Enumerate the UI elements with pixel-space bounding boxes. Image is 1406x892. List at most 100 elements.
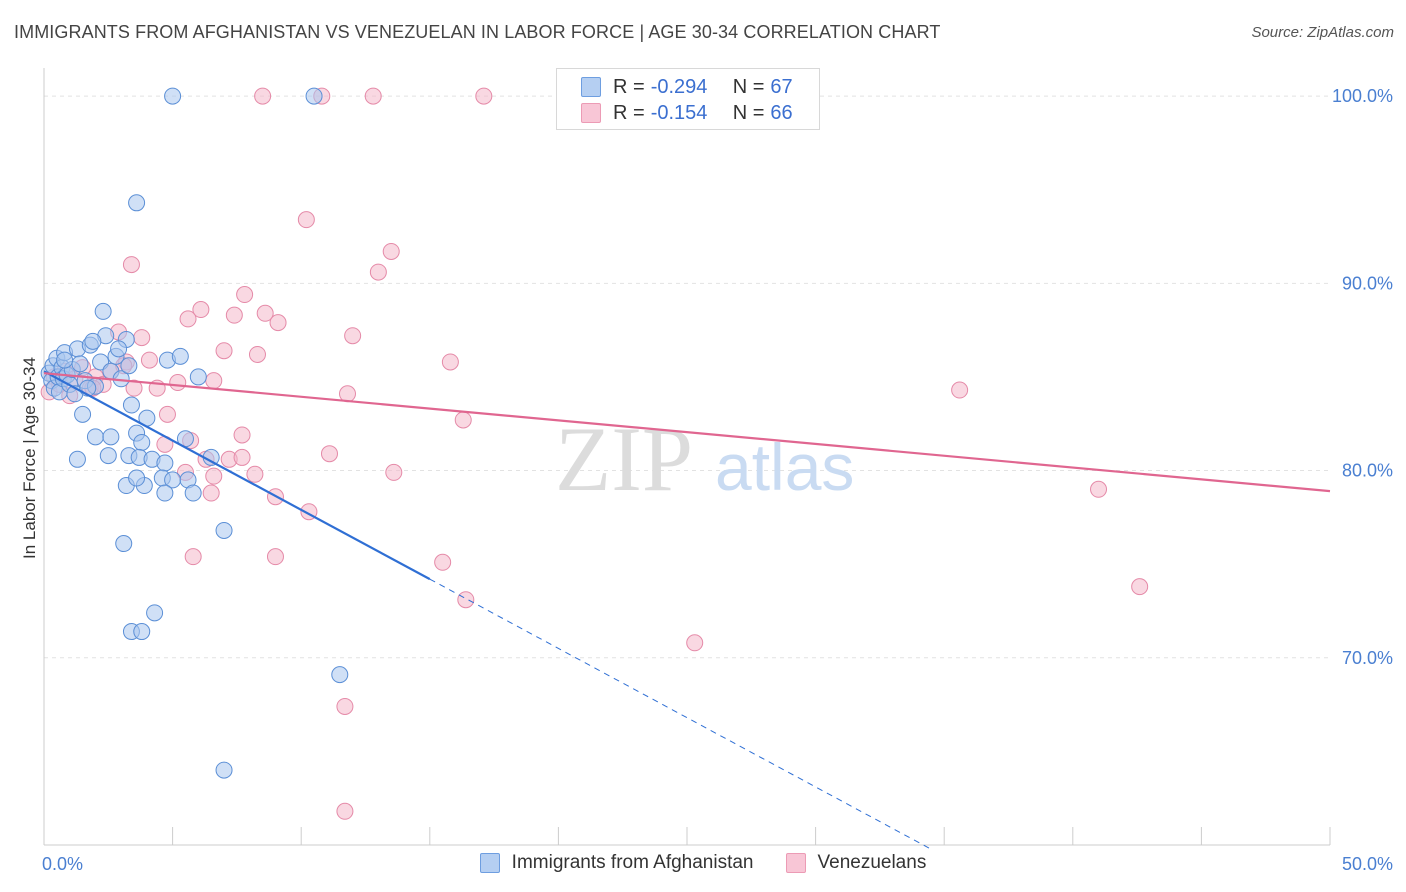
venezuelans-point bbox=[215, 342, 233, 360]
afghanistan-point bbox=[133, 623, 151, 641]
venezuelans-point bbox=[205, 372, 223, 390]
venezuelans-point bbox=[236, 286, 254, 304]
legend-r-label: R = bbox=[613, 75, 645, 98]
legend-swatch-pink bbox=[581, 103, 601, 123]
legend-label-venezuelans: Venezuelans bbox=[817, 852, 927, 873]
venezuelans-point bbox=[385, 463, 403, 481]
venezuelans-point bbox=[184, 548, 202, 566]
afghanistan-point bbox=[156, 454, 174, 472]
legend-n-label: N = bbox=[732, 75, 765, 98]
legend-row-afghanistan: R = -0.294 N = 67 bbox=[581, 74, 793, 100]
venezuelans-point bbox=[179, 310, 197, 328]
tick-labels: 70.0% 80.0% 90.0% 100.0% 0.0% 50.0% bbox=[42, 86, 1393, 874]
y-tick-label: 70.0% bbox=[1342, 648, 1393, 668]
afghanistan-point bbox=[86, 428, 104, 446]
afghanistan-point bbox=[56, 351, 74, 369]
grid-lines bbox=[44, 95, 1330, 659]
correlation-legend: R = -0.294 N = 67 R = -0.154 N = 66 bbox=[556, 68, 820, 130]
venezuelans-point bbox=[951, 381, 969, 399]
venezuelans-point bbox=[1131, 578, 1149, 596]
watermark-zip: ZIP bbox=[555, 408, 693, 510]
venezuelans-point bbox=[336, 802, 354, 820]
venezuelans-point bbox=[254, 87, 272, 105]
legend-r-value: -0.294 bbox=[650, 75, 708, 98]
legend-swatch-blue bbox=[581, 77, 601, 97]
venezuelans-point bbox=[369, 263, 387, 281]
series-afghanistan-points bbox=[40, 87, 349, 779]
venezuelans-point bbox=[297, 211, 315, 229]
afghanistan-point bbox=[184, 484, 202, 502]
afghanistan-point bbox=[99, 447, 117, 465]
afghanistan-point bbox=[156, 484, 174, 502]
afghanistan-point bbox=[110, 340, 128, 358]
afghanistan-point bbox=[94, 302, 112, 320]
venezuelans-point bbox=[246, 465, 264, 483]
venezuelans-point bbox=[158, 405, 176, 423]
venezuelans-point bbox=[233, 426, 251, 444]
y-tick-label: 100.0% bbox=[1332, 86, 1393, 106]
afghanistan-point bbox=[128, 194, 146, 212]
venezuelans-point bbox=[269, 314, 287, 332]
venezuelans-point bbox=[205, 467, 223, 485]
venezuelans-point bbox=[686, 634, 704, 652]
afghanistan-point bbox=[84, 332, 102, 350]
afghanistan-trend-line bbox=[43, 370, 431, 581]
venezuelans-point bbox=[434, 553, 452, 571]
afghanistan-point bbox=[331, 666, 349, 684]
afghanistan-point bbox=[74, 405, 92, 423]
venezuelans-point bbox=[256, 304, 274, 322]
afghanistan-point bbox=[122, 396, 140, 414]
legend-label-afghanistan: Immigrants from Afghanistan bbox=[511, 852, 754, 873]
legend-item-venezuelans[interactable]: Venezuelans bbox=[785, 852, 927, 874]
venezuelans-point bbox=[140, 351, 158, 369]
legend-n-value: 66 bbox=[770, 101, 793, 124]
afghanistan-point bbox=[115, 535, 133, 553]
legend-n-label: N = bbox=[732, 101, 765, 124]
afghanistan-point bbox=[215, 761, 233, 779]
afghanistan-point bbox=[133, 433, 151, 451]
venezuelans-point bbox=[457, 591, 475, 609]
venezuelans-point bbox=[1090, 480, 1108, 498]
afghanistan-point bbox=[128, 469, 146, 487]
venezuelans-point bbox=[125, 379, 143, 397]
venezuelans-point bbox=[192, 301, 210, 319]
chart-title: IMMIGRANTS FROM AFGHANISTAN VS VENEZUELA… bbox=[14, 22, 941, 42]
venezuelans-point bbox=[202, 484, 220, 502]
legend-n-value: 67 bbox=[770, 75, 793, 98]
afghanistan-point bbox=[171, 347, 189, 365]
legend-swatch-pink bbox=[785, 853, 806, 873]
legend-item-afghanistan[interactable]: Immigrants from Afghanistan bbox=[479, 852, 754, 874]
venezuelans-point bbox=[382, 242, 400, 260]
afghanistan-point bbox=[305, 87, 323, 105]
x-tick-label: 0.0% bbox=[42, 854, 83, 874]
venezuelans-point bbox=[475, 87, 493, 105]
afghanistan-point bbox=[120, 357, 138, 375]
y-tick-label: 90.0% bbox=[1342, 273, 1393, 293]
afghanistan-point bbox=[71, 355, 89, 373]
watermark-atlas: atlas bbox=[715, 430, 854, 504]
legend-r-label: R = bbox=[613, 101, 645, 124]
venezuelans-trend-line bbox=[43, 372, 1331, 493]
legend-swatch-blue bbox=[479, 853, 500, 873]
venezuelans-point bbox=[441, 353, 459, 371]
afghanistan-trend-extension bbox=[429, 578, 932, 850]
venezuelans-point bbox=[344, 327, 362, 345]
afghanistan-point bbox=[146, 604, 164, 622]
afghanistan-point bbox=[189, 368, 207, 386]
series-legend: Immigrants from Afghanistan Venezuelans bbox=[0, 852, 1406, 874]
axes bbox=[43, 68, 1331, 846]
afghanistan-point bbox=[102, 428, 120, 446]
afghanistan-point bbox=[215, 521, 233, 539]
venezuelans-point bbox=[320, 445, 338, 463]
afghanistan-point bbox=[68, 450, 86, 468]
venezuelans-point bbox=[248, 345, 266, 363]
watermark: ZIP atlas bbox=[555, 408, 854, 510]
venezuelans-point bbox=[364, 87, 382, 105]
venezuelans-point bbox=[169, 374, 187, 392]
venezuelans-point bbox=[336, 697, 354, 715]
legend-r-value: -0.154 bbox=[650, 101, 708, 124]
x-tick-label: 50.0% bbox=[1342, 854, 1393, 874]
venezuelans-point bbox=[338, 385, 356, 403]
source-credit: Source: ZipAtlas.com bbox=[1251, 24, 1394, 41]
